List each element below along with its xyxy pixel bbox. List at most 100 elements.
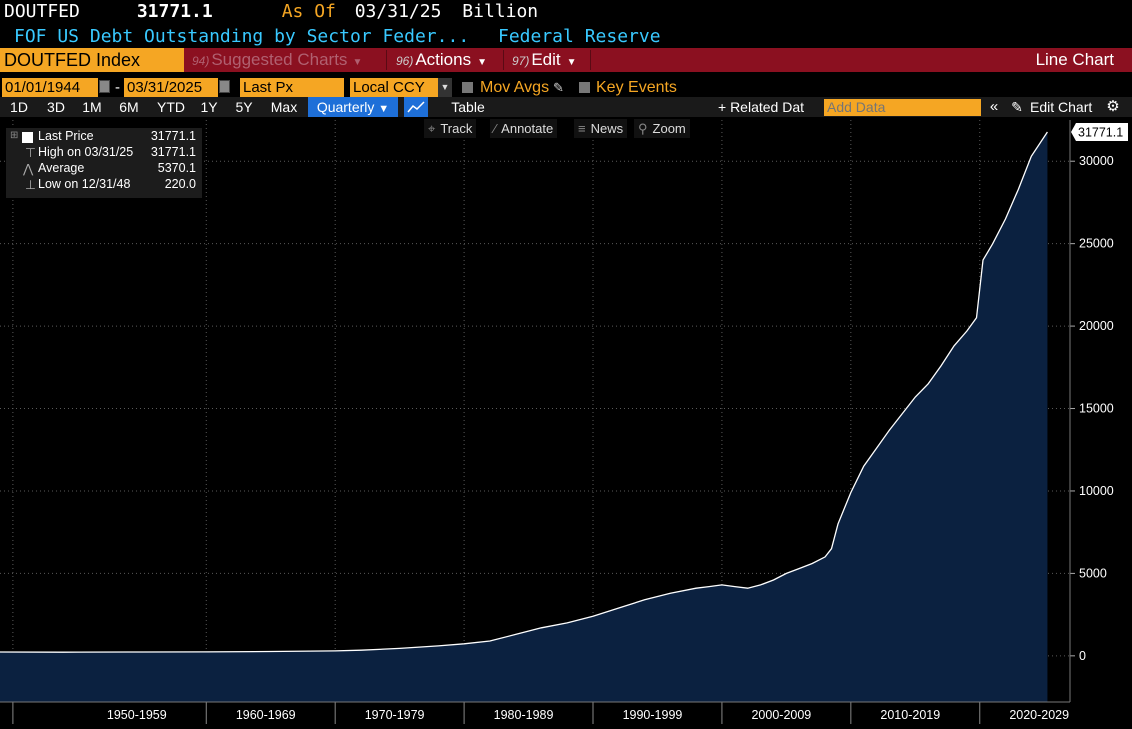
news-label: News	[590, 121, 624, 136]
frequency-label: Quarterly	[316, 99, 375, 115]
chevron-down-icon: ▼	[378, 103, 390, 115]
edit-number: 97)	[512, 54, 530, 68]
period-button[interactable]: 1M	[82, 99, 102, 115]
as-of-date: 03/31/25	[354, 1, 442, 22]
y-tick-label: 15000	[1079, 402, 1114, 416]
x-tick-label: 1950-1959	[107, 708, 167, 722]
edit-label: Edit	[531, 50, 561, 69]
period-button[interactable]: 5Y	[235, 99, 253, 115]
collapse-icon[interactable]: «	[989, 98, 999, 115]
actions-button[interactable]: 96) Actions ▼	[396, 48, 487, 72]
x-tick-label: 1980-1989	[494, 708, 554, 722]
track-button[interactable]: ⌖ Track	[424, 119, 477, 138]
end-date-field[interactable]: 03/31/2025	[124, 78, 218, 97]
last-price-swatch	[22, 132, 33, 143]
legend-toggle-icon[interactable]: ⊞	[10, 130, 19, 141]
chevron-down-icon: ▼	[477, 57, 487, 68]
legend-low-value: 220.0	[164, 177, 196, 191]
last-value: 31771.1	[136, 1, 213, 22]
add-data-input[interactable]	[824, 99, 981, 116]
annotate-button[interactable]: ∕ Annotate	[490, 119, 558, 138]
calendar-icon[interactable]	[99, 80, 110, 93]
chart-type-button[interactable]: Line Chart	[1035, 50, 1114, 69]
y-tick-label: 20000	[1079, 319, 1114, 333]
crosshair-icon: ⌖	[428, 121, 436, 136]
legend-average-value: 5370.1	[157, 161, 196, 175]
pencil-icon[interactable]: ✎	[553, 80, 564, 95]
legend-high-value: 31771.1	[150, 145, 196, 159]
average-marker-icon: ⋀	[23, 162, 34, 176]
news-button[interactable]: ≡ News	[574, 119, 628, 138]
period-button[interactable]: 6M	[119, 99, 139, 115]
y-tick-label: 5000	[1079, 566, 1107, 580]
magnifier-icon: ⚲	[638, 121, 648, 136]
x-tick-label: 1960-1969	[236, 708, 296, 722]
last-value-tag	[1071, 123, 1128, 142]
legend-last-price-label: Last Price	[38, 129, 94, 143]
menu-bar	[0, 48, 1132, 72]
gear-icon[interactable]: ⚙	[1106, 98, 1120, 115]
legend-low-label: Low on 12/31/48	[38, 177, 131, 191]
x-tick-label: 2020-2029	[1009, 708, 1069, 722]
suggested-number: 94)	[192, 54, 210, 68]
calendar-icon[interactable]	[219, 80, 230, 93]
area-fill	[0, 132, 1048, 702]
y-tick-label: 10000	[1079, 484, 1114, 498]
period-button[interactable]: Max	[270, 99, 298, 115]
x-tick-label: 2000-2009	[751, 708, 811, 722]
related-data-button[interactable]: + Related Dat	[718, 99, 804, 115]
pencil-icon[interactable]: ✎	[1011, 99, 1023, 115]
table-button[interactable]: Table	[451, 99, 485, 115]
menu-divider	[590, 50, 591, 70]
edit-chart-button[interactable]: Edit Chart	[1030, 99, 1093, 115]
start-date-field[interactable]: 01/01/1944	[2, 78, 98, 97]
line-chart-icon[interactable]	[404, 97, 428, 117]
y-tick-label: 30000	[1079, 154, 1114, 168]
low-marker-icon: ⊥	[25, 178, 36, 192]
date-dash: -	[115, 79, 120, 96]
period-button[interactable]: 3D	[47, 99, 65, 115]
x-tick-label: 2010-2019	[880, 708, 940, 722]
zoom-button[interactable]: ⚲ Zoom	[634, 119, 690, 138]
x-tick-label: 1990-1999	[623, 708, 683, 722]
source: Federal Reserve	[498, 26, 661, 47]
menu-divider	[386, 50, 387, 70]
y-tick-label: 25000	[1079, 237, 1114, 251]
period-button[interactable]: 1Y	[200, 99, 218, 115]
chevron-down-icon: ▼	[352, 57, 363, 68]
legend-last-price-value: 31771.1	[150, 129, 196, 143]
zoom-label: Zoom	[652, 121, 686, 136]
suggested-charts-button[interactable]: 94) Suggested Charts ▼	[192, 48, 362, 72]
field-select[interactable]: Last Px	[240, 78, 344, 97]
y-tick-label: 0	[1079, 649, 1086, 663]
description-line: FOF US Debt Outstanding by Sector Feder.…	[14, 26, 661, 48]
currency-select[interactable]: Local CCY	[350, 78, 438, 97]
key-events-label[interactable]: Key Events	[596, 79, 677, 96]
annotate-label: Annotate	[501, 121, 554, 136]
suggested-label: Suggested Charts	[211, 50, 348, 69]
security-field[interactable]: DOUTFED Index	[0, 48, 184, 72]
legend[interactable]: ⊞ Last Price 31771.1 ⊤ High on 03/31/25 …	[6, 128, 202, 198]
menu-divider	[503, 50, 504, 70]
chart[interactable]: 0 5000 10000 15000 20000 25000 30000 1950-1959…	[0, 118, 1132, 729]
period-button[interactable]: 1D	[10, 99, 28, 115]
actions-number: 96)	[396, 54, 414, 68]
description: FOF US Debt Outstanding by Sector Feder.…	[14, 26, 470, 47]
actions-label: Actions	[415, 50, 472, 69]
unit: Billion	[462, 1, 539, 22]
chevron-down-icon[interactable]: ▼	[438, 78, 452, 97]
high-marker-icon: ⊤	[25, 146, 36, 160]
frequency-select[interactable]: Quarterly ▼	[308, 97, 398, 117]
edit-button[interactable]: 97) Edit ▼	[512, 48, 577, 72]
y-axis: 0 5000 10000 15000 20000 25000 30000	[1069, 120, 1114, 702]
legend-average-label: Average	[38, 161, 85, 175]
pen-icon: ∕	[494, 121, 497, 136]
last-value-tag-text: 31771.1	[1078, 126, 1123, 140]
ticker: DOUTFED	[4, 1, 80, 22]
period-button[interactable]: YTD	[157, 99, 185, 115]
as-of-label: As Of	[281, 1, 336, 22]
mov-avgs-checkbox[interactable]	[462, 82, 473, 93]
list-icon: ≡	[578, 121, 586, 136]
key-events-checkbox[interactable]	[579, 82, 590, 93]
mov-avgs-label[interactable]: Mov Avgs	[480, 79, 550, 96]
